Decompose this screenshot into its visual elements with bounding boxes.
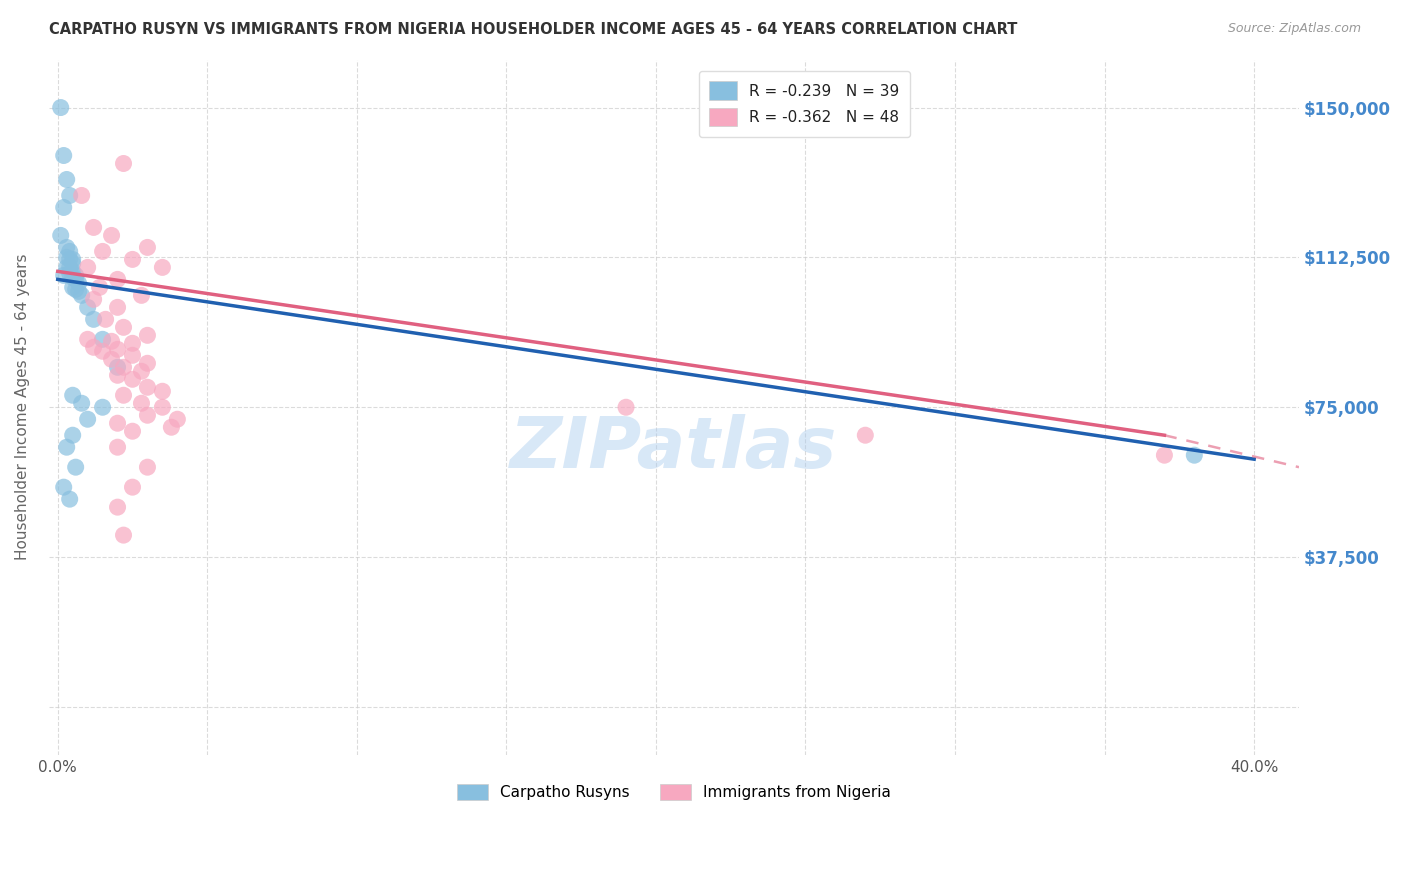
Point xyxy=(52,268,75,283)
Point xyxy=(65,272,87,286)
Point xyxy=(166,412,188,426)
Point xyxy=(107,440,129,454)
Point xyxy=(70,188,93,202)
Point xyxy=(112,528,135,542)
Point xyxy=(107,301,129,315)
Point xyxy=(107,272,129,286)
Point xyxy=(59,244,82,259)
Point xyxy=(55,251,77,265)
Point xyxy=(614,401,637,415)
Point xyxy=(112,156,135,170)
Point xyxy=(83,220,105,235)
Point xyxy=(121,336,143,351)
Point xyxy=(83,293,105,307)
Point xyxy=(91,244,114,259)
Point xyxy=(65,282,87,296)
Point xyxy=(136,460,159,475)
Point xyxy=(55,172,77,186)
Text: CARPATHO RUSYN VS IMMIGRANTS FROM NIGERIA HOUSEHOLDER INCOME AGES 45 - 64 YEARS : CARPATHO RUSYN VS IMMIGRANTS FROM NIGERI… xyxy=(49,22,1018,37)
Text: Source: ZipAtlas.com: Source: ZipAtlas.com xyxy=(1227,22,1361,36)
Point xyxy=(107,360,129,375)
Point xyxy=(152,384,174,399)
Point xyxy=(152,260,174,275)
Point xyxy=(55,440,77,454)
Point xyxy=(67,277,90,291)
Point xyxy=(136,356,159,370)
Point xyxy=(67,285,90,299)
Point xyxy=(121,424,143,438)
Point xyxy=(62,428,84,442)
Point xyxy=(112,320,135,334)
Point xyxy=(62,270,84,285)
Point xyxy=(59,188,82,202)
Point xyxy=(62,280,84,294)
Point xyxy=(49,101,72,115)
Point xyxy=(83,340,105,354)
Point xyxy=(76,260,98,275)
Point xyxy=(62,252,84,267)
Point xyxy=(121,372,143,386)
Point xyxy=(55,260,77,275)
Point xyxy=(70,396,93,410)
Legend: Carpatho Rusyns, Immigrants from Nigeria: Carpatho Rusyns, Immigrants from Nigeria xyxy=(451,778,897,806)
Point xyxy=(1153,448,1175,462)
Point xyxy=(52,148,75,162)
Point xyxy=(65,268,87,283)
Point xyxy=(131,288,153,302)
Point xyxy=(59,266,82,280)
Point xyxy=(136,409,159,423)
Point xyxy=(76,332,98,346)
Y-axis label: Householder Income Ages 45 - 64 years: Householder Income Ages 45 - 64 years xyxy=(15,254,30,560)
Point xyxy=(1182,448,1205,462)
Point xyxy=(112,388,135,402)
Point xyxy=(65,460,87,475)
Point xyxy=(131,364,153,378)
Point xyxy=(52,201,75,215)
Point xyxy=(100,228,122,243)
Point xyxy=(136,328,159,343)
Point xyxy=(131,396,153,410)
Point xyxy=(49,228,72,243)
Point xyxy=(62,388,84,402)
Point xyxy=(160,420,183,434)
Point xyxy=(853,428,876,442)
Point xyxy=(121,480,143,494)
Point xyxy=(94,312,117,326)
Point xyxy=(62,264,84,278)
Text: ZIPatlas: ZIPatlas xyxy=(510,415,838,483)
Point xyxy=(59,260,82,275)
Point xyxy=(76,301,98,315)
Point xyxy=(107,368,129,383)
Point xyxy=(89,280,111,294)
Point xyxy=(91,332,114,346)
Point xyxy=(112,360,135,375)
Point xyxy=(152,401,174,415)
Point xyxy=(91,401,114,415)
Point xyxy=(52,480,75,494)
Point xyxy=(91,344,114,359)
Point xyxy=(107,343,129,357)
Point xyxy=(100,334,122,349)
Point xyxy=(121,252,143,267)
Point xyxy=(107,500,129,515)
Point xyxy=(55,240,77,254)
Point xyxy=(83,312,105,326)
Point xyxy=(121,348,143,362)
Point xyxy=(107,416,129,430)
Point xyxy=(59,492,82,507)
Point xyxy=(62,256,84,270)
Point xyxy=(136,240,159,254)
Point xyxy=(136,380,159,394)
Point xyxy=(76,412,98,426)
Point xyxy=(59,252,82,267)
Point xyxy=(70,288,93,302)
Point xyxy=(100,352,122,367)
